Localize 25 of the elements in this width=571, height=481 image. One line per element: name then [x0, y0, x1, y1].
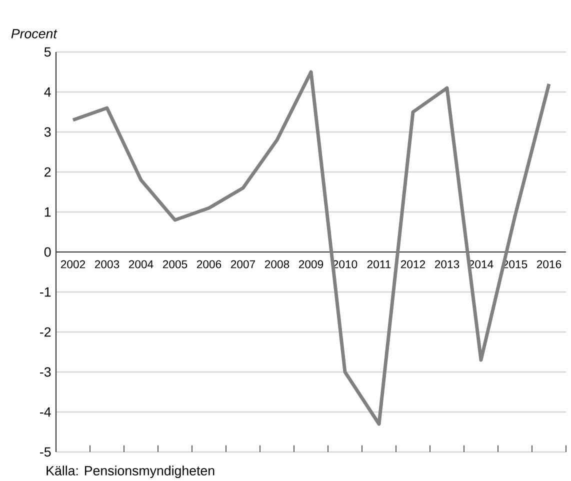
x-tick-label: 2006 — [196, 260, 222, 268]
y-tick-label: 3 — [44, 127, 51, 137]
y-tick-label: -2 — [40, 327, 51, 337]
y-tick-label: 0 — [44, 247, 51, 257]
y-tick-label: 5 — [44, 47, 51, 57]
x-tick-label: 2016 — [536, 260, 562, 268]
y-tick-label: 1 — [44, 207, 51, 217]
y-tick-label: -3 — [40, 367, 51, 377]
y-tick-label: -4 — [40, 407, 51, 417]
y-tick-label: 4 — [44, 87, 51, 97]
x-tick-label: 2012 — [400, 260, 426, 268]
y-axis-title: Procent — [11, 29, 58, 38]
text: Källa: Pensionsmyndigheten — [46, 466, 214, 478]
x-tick-label: 2007 — [230, 260, 256, 268]
x-tick-label: 2004 — [128, 260, 154, 268]
y-tick-label: -5 — [40, 447, 51, 457]
x-tick-label: 2008 — [264, 260, 290, 268]
y-tick-label: -1 — [40, 287, 51, 297]
x-tick-label: 2003 — [94, 260, 120, 268]
x-tick-label: 2009 — [298, 260, 324, 268]
y-tick-label: 2 — [44, 167, 51, 177]
x-tick-label: 2011 — [367, 260, 391, 268]
x-tick-label: 2002 — [60, 260, 86, 268]
x-tick-label: 2013 — [434, 260, 460, 268]
x-tick-label: 2005 — [162, 260, 188, 268]
